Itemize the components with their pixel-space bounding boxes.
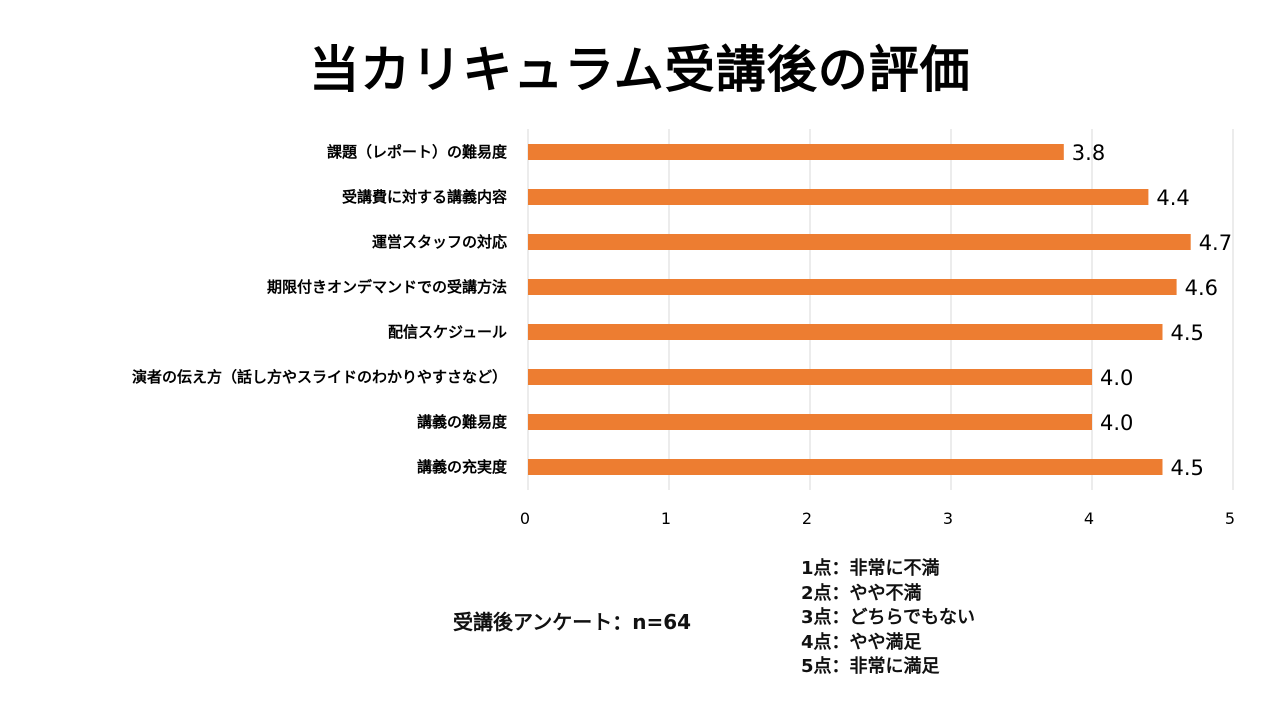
bar xyxy=(528,144,1064,160)
value-label: 4.7 xyxy=(1199,231,1232,255)
category-label: 配信スケジュール xyxy=(388,323,507,341)
x-tick-label: 5 xyxy=(1225,509,1235,528)
category-label: 講義の充実度 xyxy=(417,458,508,476)
category-label: 課題（レポート）の難易度 xyxy=(327,143,508,161)
value-label: 4.0 xyxy=(1100,366,1133,390)
scale-legend-item: 3点：どちらでもない xyxy=(801,607,975,628)
category-label: 運営スタッフの対応 xyxy=(372,233,507,251)
survey-note: 受講後アンケート：n=64 xyxy=(453,610,692,634)
scale-legend-item: 2点：やや不満 xyxy=(801,582,922,604)
bars xyxy=(528,144,1191,475)
x-tick-labels: 0 1 2 3 4 5 xyxy=(520,509,1235,528)
chart-title: 当カリキュラム受講後の評価 xyxy=(309,41,971,99)
bar xyxy=(528,279,1177,295)
bar xyxy=(528,414,1092,430)
category-label: 受講費に対する講義内容 xyxy=(342,188,507,206)
category-label: 講義の難易度 xyxy=(417,413,508,431)
x-tick-label: 4 xyxy=(1084,509,1094,528)
value-label: 4.4 xyxy=(1156,186,1189,210)
category-label: 期限付きオンデマンドでの受講方法 xyxy=(267,278,507,296)
bar xyxy=(528,324,1163,340)
x-tick-label: 0 xyxy=(520,509,530,528)
x-tick-label: 2 xyxy=(802,509,812,528)
scale-legend-item: 4点：やや満足 xyxy=(801,631,922,653)
category-labels: 課題（レポート）の難易度受講費に対する講義内容運営スタッフの対応期限付きオンデマ… xyxy=(132,143,508,476)
value-label: 4.5 xyxy=(1171,456,1204,480)
bar xyxy=(528,234,1191,250)
value-label: 3.8 xyxy=(1072,141,1105,165)
x-tick-label: 3 xyxy=(943,509,953,528)
category-label: 演者の伝え方（話し方やスライドのわかりやすさなど） xyxy=(132,368,507,386)
value-label: 4.5 xyxy=(1171,321,1204,345)
bar xyxy=(528,189,1149,205)
scale-legend: 1点：非常に不満 2点：やや不満 3点：どちらでもない 4点：やや満足 5点：非… xyxy=(801,557,975,680)
value-labels: 3.8 4.4 4.7 4.6 4.5 4.0 4.0 4.5 xyxy=(1072,141,1232,480)
value-label: 4.0 xyxy=(1100,411,1133,435)
x-tick-label: 1 xyxy=(661,509,671,528)
bar xyxy=(528,369,1092,385)
scale-legend-item: 1点：非常に不満 xyxy=(801,558,940,579)
bar xyxy=(528,459,1163,475)
scale-legend-item: 5点：非常に満足 xyxy=(801,656,940,677)
grid-lines xyxy=(527,129,1234,490)
value-label: 4.6 xyxy=(1185,276,1218,300)
